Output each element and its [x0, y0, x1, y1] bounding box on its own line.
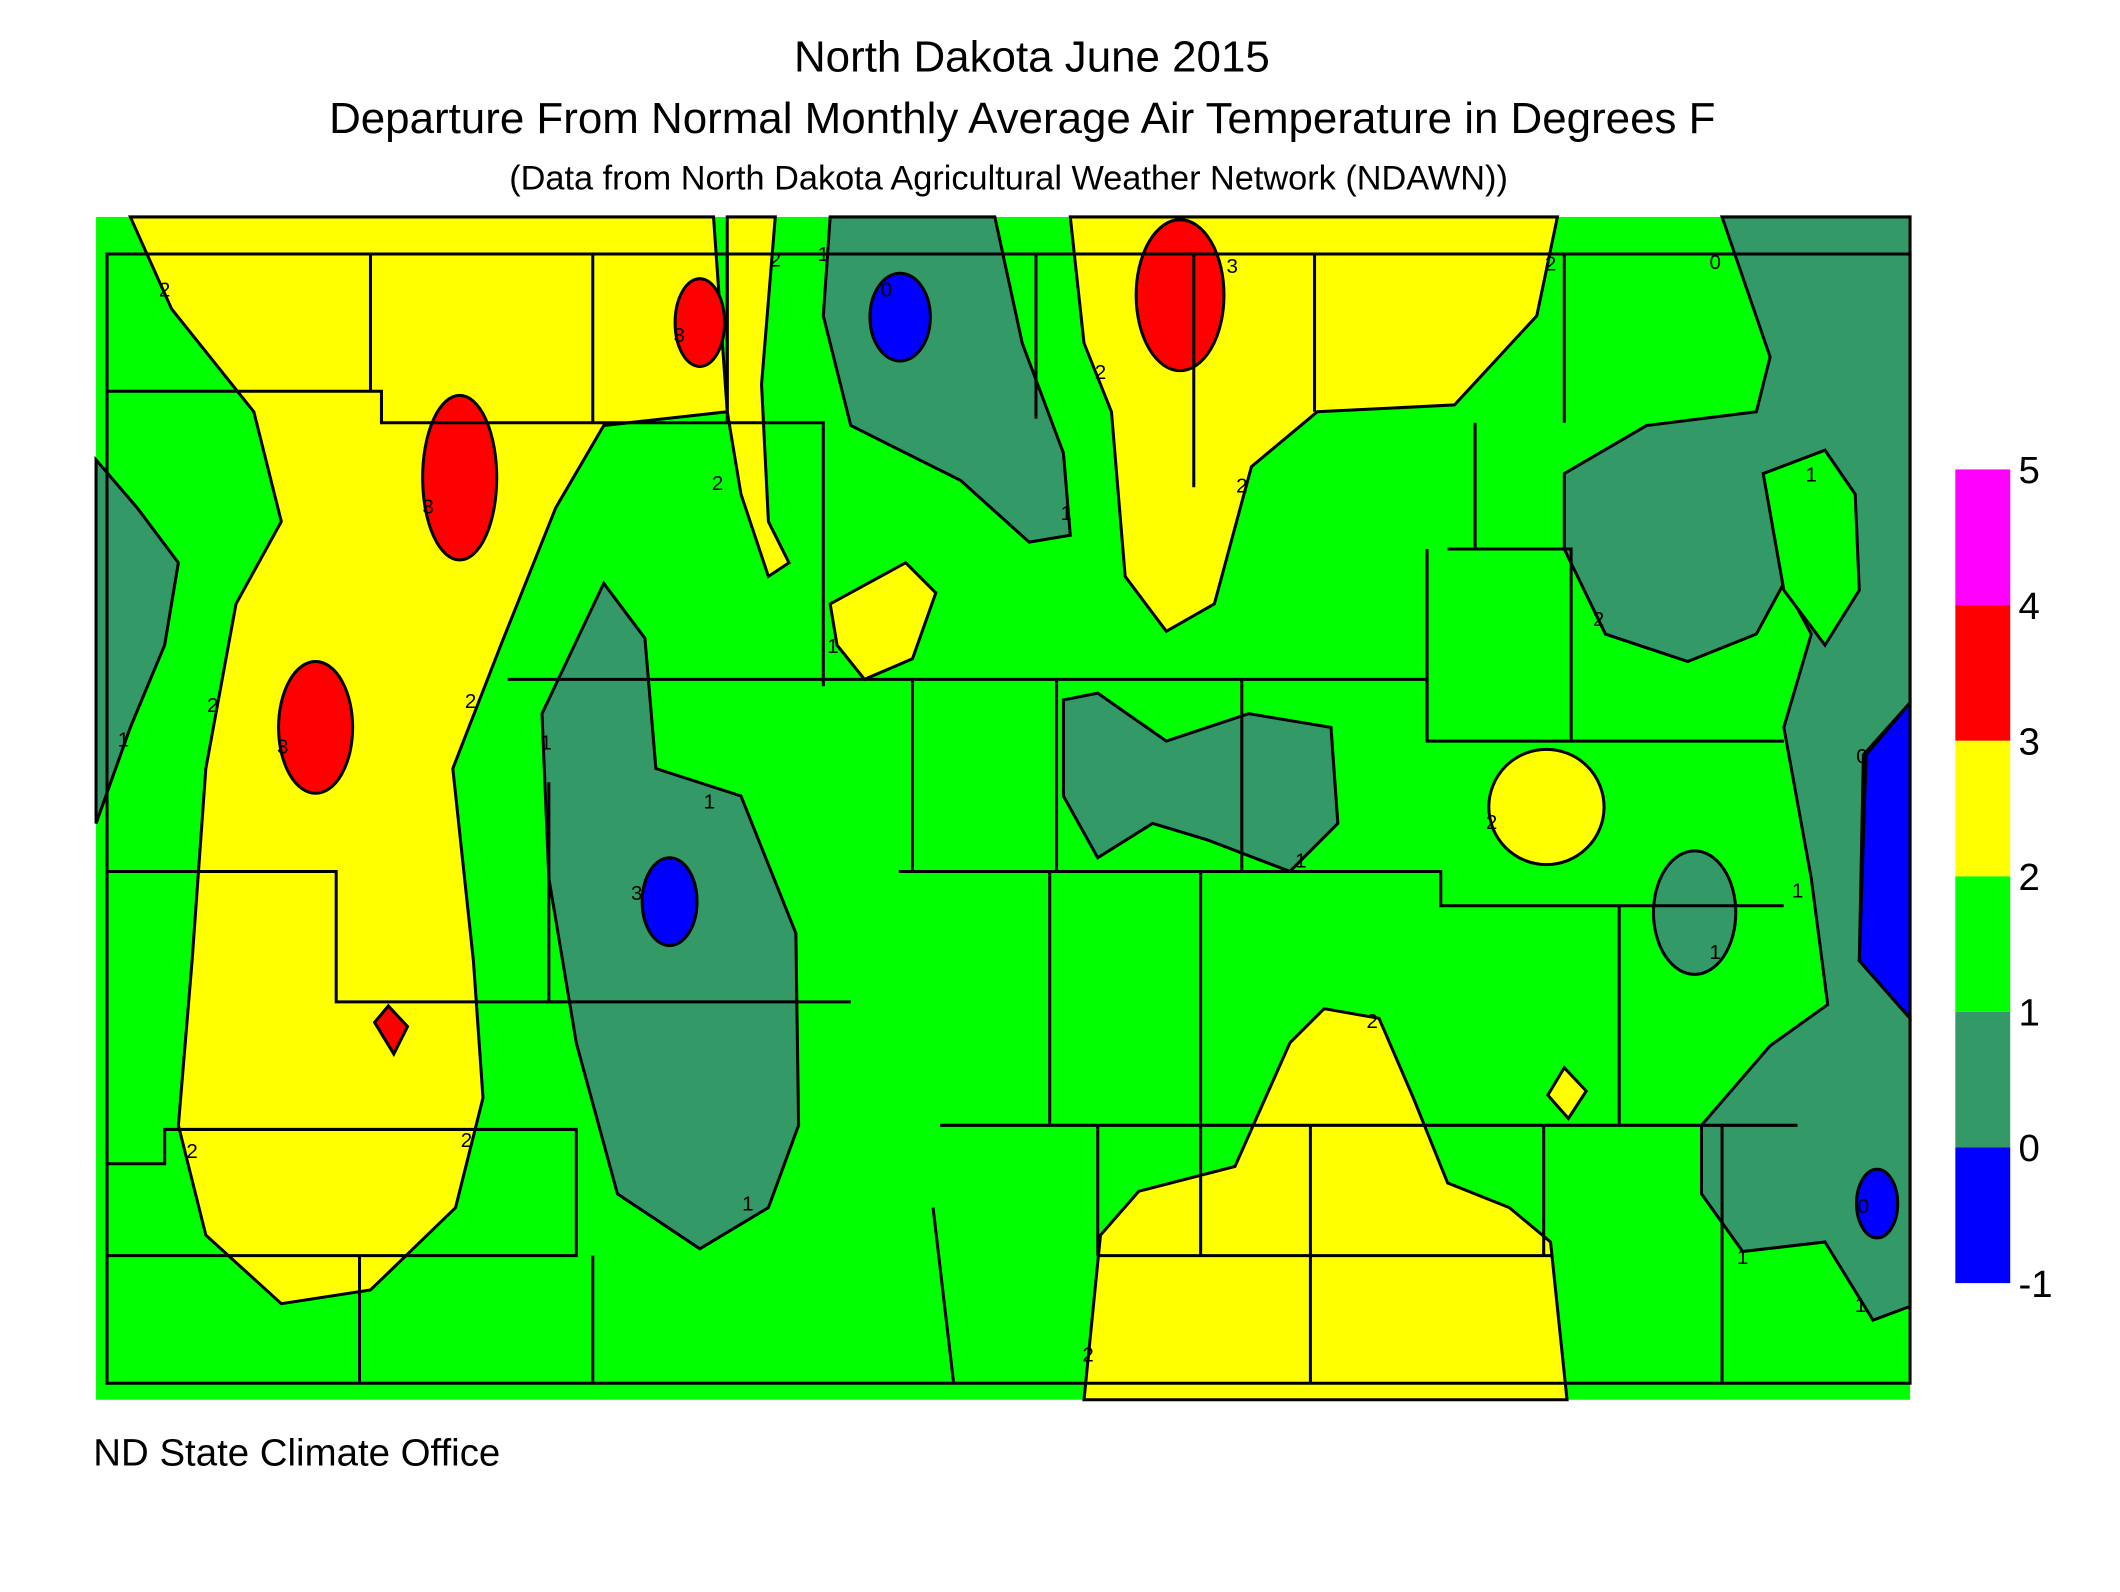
legend-swatch	[1955, 469, 2011, 606]
legend-tick-label: 4	[2018, 585, 2039, 628]
contour-label: 2	[712, 472, 723, 495]
contour-label: 0	[1858, 1195, 1869, 1218]
contour-region	[1855, 1167, 1900, 1240]
contour-region	[1487, 747, 1606, 867]
legend-tick-label: 2	[2018, 856, 2039, 899]
legend: -1 0 1 2 3 4 5	[1955, 449, 2053, 1306]
contour-region	[640, 856, 699, 948]
contour-label: 2	[1366, 1010, 1377, 1033]
contour-region	[1761, 448, 1861, 648]
contour-region	[1134, 218, 1226, 373]
contour-label: 2	[1593, 608, 1604, 631]
contour-label: 2	[186, 1140, 197, 1163]
contour-label: 3	[422, 495, 433, 518]
contour-label: 1	[1709, 941, 1720, 964]
contour-label: 1	[827, 635, 838, 658]
contour-label: 2	[1082, 1343, 1093, 1366]
contour-region	[128, 215, 729, 1306]
contour-label: 1	[1295, 849, 1306, 872]
contour-label: 3	[631, 882, 642, 905]
contour-label: 1	[1806, 464, 1817, 487]
contour-label: 1	[818, 243, 829, 266]
legend-tick-label: 1	[2018, 992, 2039, 1035]
contour-label: 2	[465, 690, 476, 713]
contour-label: 2	[1095, 361, 1106, 384]
contour-label: 0	[881, 278, 892, 301]
legend-swatch	[1955, 1011, 2011, 1148]
contour-region	[1651, 849, 1738, 976]
contour-map	[94, 215, 1912, 1402]
contour-label: 3	[277, 735, 288, 758]
contour-label: 1	[118, 729, 129, 752]
contour-region	[868, 271, 932, 363]
contour-label: 0	[1856, 745, 1867, 768]
contour-label: 3	[1226, 255, 1237, 278]
contour-region	[673, 277, 727, 369]
contour-region	[1061, 691, 1340, 874]
contour-region	[725, 215, 791, 579]
contour-label: 1	[1792, 879, 1803, 902]
legend-tick-label: 0	[2018, 1127, 2039, 1170]
contour-region	[828, 560, 938, 682]
contour-label: 2	[207, 694, 218, 717]
footer: ND State Climate Office	[93, 1432, 500, 1475]
contour-labels: 2 2 1 0 3 3 2 3 2 2 1 3 2 2 1 1 1 2 0 1 …	[118, 243, 1869, 1366]
legend-swatch	[1955, 1147, 2011, 1284]
subtitle: Departure From Normal Monthly Average Ai…	[329, 94, 1715, 143]
contour-region	[421, 393, 499, 562]
contour-region	[277, 660, 355, 795]
contour-label: 2	[461, 1129, 472, 1152]
contour-label: 0	[1709, 251, 1720, 274]
legend-tick-label: -1	[2018, 1263, 2052, 1306]
contour-label: 1	[704, 790, 715, 813]
contour-label: 1	[540, 731, 551, 754]
contour-label: 1	[1855, 1294, 1866, 1317]
contour-label: 1	[742, 1192, 753, 1215]
legend-swatch	[1955, 876, 2011, 1012]
contour-region	[1082, 1007, 1569, 1402]
legend-swatch	[1955, 740, 2011, 877]
contour-label: 1	[1060, 502, 1071, 525]
contour-label: 2	[1486, 811, 1497, 834]
source-note: (Data from North Dakota Agricultural Wea…	[509, 160, 1508, 198]
contour-region	[1545, 1065, 1589, 1121]
contour-label: 2	[1236, 475, 1247, 498]
contour-label: 3	[673, 324, 684, 347]
contour-label: 1	[1737, 1246, 1748, 1269]
contour-label: 2	[1545, 252, 1556, 275]
legend-tick-label: 3	[2018, 720, 2039, 763]
contour-region	[372, 1003, 410, 1058]
legend-swatch	[1955, 605, 2011, 741]
contour-label: 2	[159, 278, 170, 301]
legend-tick-label: 5	[2018, 449, 2039, 492]
county-borders	[105, 252, 1912, 1385]
contour-label: 2	[770, 248, 781, 271]
title: North Dakota June 2015	[794, 32, 1270, 81]
contour-region	[94, 455, 180, 824]
